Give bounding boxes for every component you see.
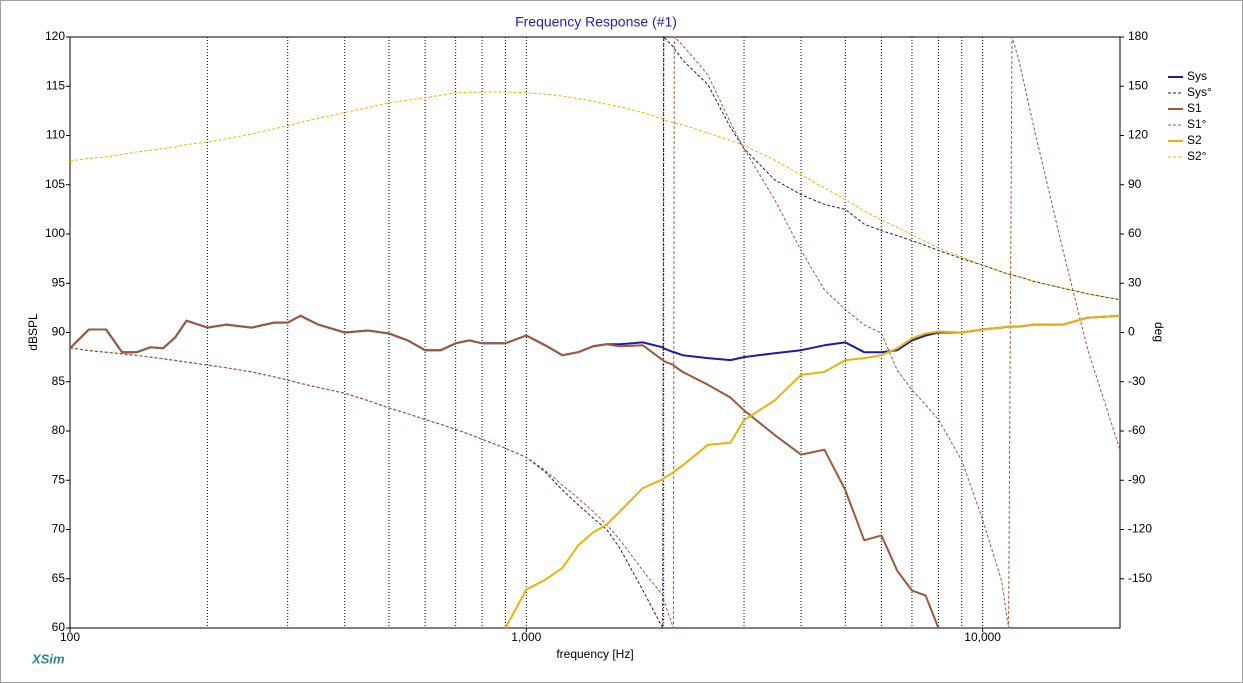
- series-line: [70, 314, 940, 629]
- plot-border: [69, 36, 1121, 629]
- y2-tick-label: -150: [1128, 571, 1152, 585]
- y2-tick-label: 30: [1128, 275, 1142, 289]
- x-tick-label: 10,000: [964, 630, 1001, 644]
- y2-tick-label: 120: [1128, 128, 1148, 142]
- y-tick-label: 75: [52, 472, 66, 486]
- watermark: XSim: [31, 651, 65, 666]
- y-tick-label: 120: [45, 29, 65, 43]
- y-tick-label: 60: [52, 620, 66, 634]
- y2-tick-label: 90: [1128, 177, 1142, 191]
- y-tick-label: 80: [52, 423, 66, 437]
- y-axis-label: dBSPL: [26, 313, 40, 351]
- y-tick-label: 90: [52, 325, 66, 339]
- x-axis-label: frequency [Hz]: [556, 647, 633, 661]
- y2-tick-label: -120: [1128, 522, 1152, 536]
- series-line: [70, 91, 1120, 301]
- y-tick-label: 100: [45, 226, 65, 240]
- y2-tick-label: -90: [1128, 472, 1146, 486]
- y-tick-label: 115: [46, 78, 65, 92]
- x-tick-label: 100: [60, 630, 80, 644]
- y-tick-label: 85: [52, 374, 66, 388]
- y-tick-label: 70: [52, 522, 66, 536]
- legend-label: S1: [1187, 101, 1202, 115]
- y2-tick-label: 150: [1128, 78, 1148, 92]
- series-line: [504, 314, 1120, 629]
- y2-tick-label: -30: [1128, 374, 1146, 388]
- legend-label: Sys°: [1187, 85, 1212, 99]
- legend-label: S2°: [1187, 149, 1207, 163]
- y-tick-label: 110: [46, 128, 65, 142]
- y-tick-label: 105: [45, 177, 65, 191]
- y2-tick-label: 180: [1128, 29, 1148, 43]
- y-tick-label: 95: [52, 275, 66, 289]
- y2-tick-label: 0: [1128, 325, 1135, 339]
- y2-tick-label: -60: [1128, 423, 1146, 437]
- chart-title: Frequency Response (#1): [515, 14, 677, 30]
- legend-label: Sys: [1187, 69, 1207, 83]
- legend-label: S2: [1187, 133, 1202, 147]
- y2-tick-label: 60: [1128, 226, 1142, 240]
- series-line: [70, 36, 1120, 629]
- x-tick-label: 1,000: [511, 630, 541, 644]
- legend-label: S1°: [1187, 117, 1207, 131]
- y-tick-label: 65: [52, 571, 66, 585]
- y2-axis-label: deg: [1152, 322, 1166, 342]
